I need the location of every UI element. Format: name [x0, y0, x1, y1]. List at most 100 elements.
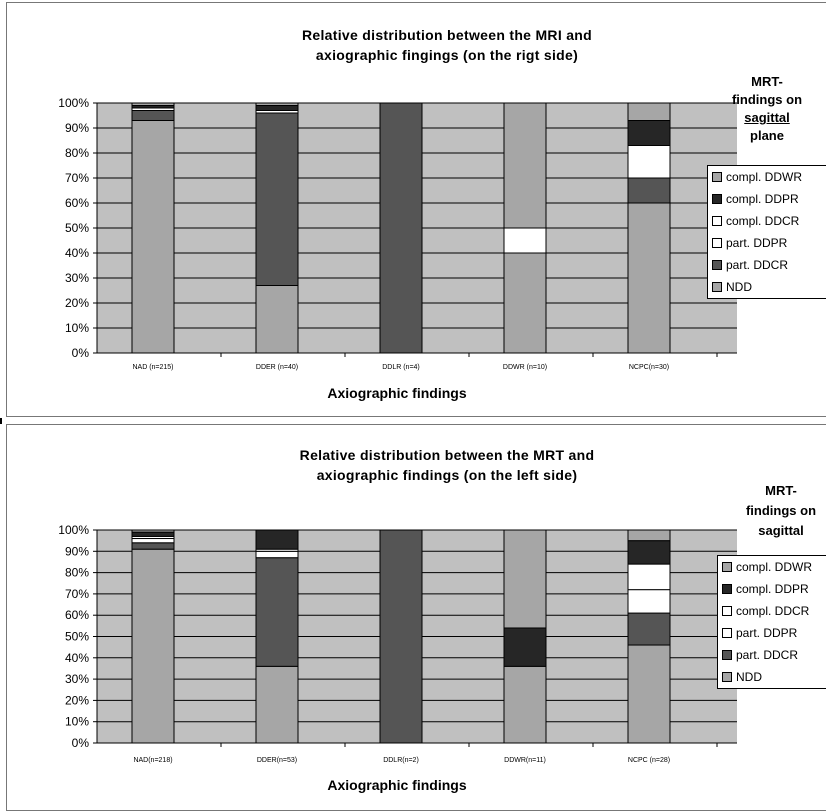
bar-segment-compl-ddwr: [255, 102, 299, 106]
chart-svg-left-side: 0% 10% 20% 30% 40% 50% 60% 70% 80% 90% 100% NAD(n=2…: [58, 523, 737, 793]
bar-segment-compl-ddpr: [627, 540, 671, 565]
y-tick-label: 30%: [65, 672, 89, 686]
legend-item-compl-ddwr: compl. DDWR: [708, 166, 826, 188]
bar-segment-compl-ddpr: [255, 105, 299, 111]
y-tick-label: 0%: [72, 736, 90, 750]
y-tick-label: 10%: [65, 321, 89, 335]
legend-label: part. DDCR: [726, 258, 789, 272]
legend-swatch: [722, 562, 732, 572]
chart-title-line-2: axiographic fingings (on the rigt side): [315, 47, 579, 63]
x-tick-label: DDLR(n=2): [383, 757, 419, 764]
legend-item-compl-ddpr: compl. DDPR: [708, 188, 826, 210]
bar-segment-part-ddcr: [131, 110, 175, 121]
legend-swatch: [712, 238, 722, 248]
y-tick-label: 100%: [58, 96, 89, 110]
bar-segment-compl-ddwr: [627, 529, 671, 542]
legend-label: compl. DDWR: [736, 560, 813, 574]
legend-label: compl. DDPR: [736, 582, 809, 596]
legend-swatch: [712, 260, 722, 270]
bar-segment-compl-ddcr: [627, 145, 671, 179]
legend-title-line-2: findings on: [731, 92, 803, 107]
bar-segment-compl-ddwr: [503, 529, 547, 629]
bar-segment-compl-ddcr: [627, 563, 671, 591]
bar-segment-compl-ddpr: [627, 120, 671, 146]
legend-label: compl. DDCR: [736, 604, 810, 618]
bar-segment-part-ddpr: [131, 538, 175, 544]
chart-title-line-1: Relative distribution between the MRT an…: [299, 447, 595, 463]
legend-label: compl. DDWR: [726, 170, 803, 184]
legend-swatch: [712, 282, 722, 292]
chart-svg-right-side: 0% 10% 20% 30% 40% 50% 60% 70% 80% 90% 100% NAD (n=…: [58, 96, 737, 401]
x-axis-label: Axiographic findings: [327, 777, 466, 793]
legend-swatch: [722, 628, 732, 638]
legend-label: NDD: [726, 280, 752, 294]
bar-segment-compl-ddwr: [503, 102, 547, 229]
legend-swatch: [722, 584, 732, 594]
bar-segment-part-ddcr: [131, 542, 175, 550]
bar-segment-compl-ddwr: [627, 102, 671, 121]
legend-title-line-4: plane: [750, 128, 784, 143]
y-tick-label: 40%: [65, 246, 89, 260]
bar-segment-ndd: [503, 665, 547, 744]
x-axis-label: Axiographic findings: [327, 385, 466, 401]
x-tick-label: DDER (n=40): [256, 364, 298, 371]
legend-title-line-2: findings on: [745, 503, 817, 518]
chart-title-line-2: axiographic findings (on the left side): [316, 467, 578, 483]
x-tick-label: DDLR (n=4): [382, 364, 420, 371]
legend-item-ndd: NDD: [718, 666, 826, 688]
x-tick-label: DDER(n=53): [257, 757, 297, 764]
bar-segment-part-ddcr: [627, 177, 671, 204]
bar-segment-part-ddpr: [503, 227, 547, 254]
legend-title-line-1: MRT-: [751, 74, 783, 89]
y-tick-label: 20%: [65, 693, 89, 707]
legend-label: part. DDCR: [736, 648, 799, 662]
legend-swatch: [712, 194, 722, 204]
legend-title: MRT- findings on sagittal: [733, 481, 826, 541]
x-tick-label: NCPC(n=30): [629, 364, 669, 371]
y-tick-label: 80%: [65, 146, 89, 160]
y-tick-label: 70%: [65, 587, 89, 601]
x-tick-label: NAD(n=218): [133, 757, 172, 764]
legend-label: compl. DDCR: [726, 214, 800, 228]
bar-segment-compl-ddpr: [503, 627, 547, 667]
legend: compl. DDWR compl. DDPR compl. DDCR part. D…: [717, 555, 826, 689]
bar-segment-compl-ddpr: [255, 529, 299, 550]
bar-segment-part-ddcr: [627, 612, 671, 646]
y-tick-label: 100%: [58, 523, 89, 537]
bar-segment-ndd: [255, 285, 299, 354]
chart-panel-left-side: 0% 10% 20% 30% 40% 50% 60% 70% 80% 90% 100% NAD(n=2…: [6, 424, 826, 811]
y-tick-label: 90%: [65, 544, 89, 558]
bar-segment-part-ddcr: [379, 102, 423, 354]
y-tick-label: 80%: [65, 566, 89, 580]
y-tick-label: 50%: [65, 221, 89, 235]
legend-title-line-3: sagittal: [758, 523, 804, 538]
divider-mark: [0, 418, 2, 424]
legend-swatch: [722, 650, 732, 660]
legend-item-compl-ddpr: compl. DDPR: [718, 578, 826, 600]
bar-segment-ndd: [627, 644, 671, 744]
legend-item-part-ddcr: part. DDCR: [708, 254, 826, 276]
y-tick-label: 60%: [65, 196, 89, 210]
bar-segment-compl-ddwr: [131, 529, 175, 533]
chart-title: Relative distribution between the MRI an…: [187, 25, 707, 65]
bar-segment-ndd: [255, 665, 299, 744]
y-tick-label: 50%: [65, 630, 89, 644]
legend-item-compl-ddcr: compl. DDCR: [718, 600, 826, 622]
y-tick-label: 70%: [65, 171, 89, 185]
legend-swatch: [712, 172, 722, 182]
legend-title-line-3: sagittal: [744, 110, 790, 125]
y-tick-label: 90%: [65, 121, 89, 135]
bar-segment-part-ddcr: [379, 529, 423, 744]
bar-segment-ndd: [131, 120, 175, 354]
legend-label: part. DDPR: [736, 626, 798, 640]
x-tick-label: NAD (n=215): [132, 364, 173, 371]
y-tick-label: 60%: [65, 608, 89, 622]
legend-item-compl-ddwr: compl. DDWR: [718, 556, 826, 578]
bar-segment-part-ddcr: [255, 112, 299, 286]
legend-item-part-ddcr: part. DDCR: [718, 644, 826, 666]
legend-label: part. DDPR: [726, 236, 788, 250]
legend: compl. DDWR compl. DDPR compl. DDCR part. D…: [707, 165, 826, 299]
bar-segment-ndd: [131, 548, 175, 744]
chart-panel-right-side: 0% 10% 20% 30% 40% 50% 60% 70% 80% 90% 100% NAD (n=…: [6, 2, 826, 417]
legend-item-compl-ddcr: compl. DDCR: [708, 210, 826, 232]
